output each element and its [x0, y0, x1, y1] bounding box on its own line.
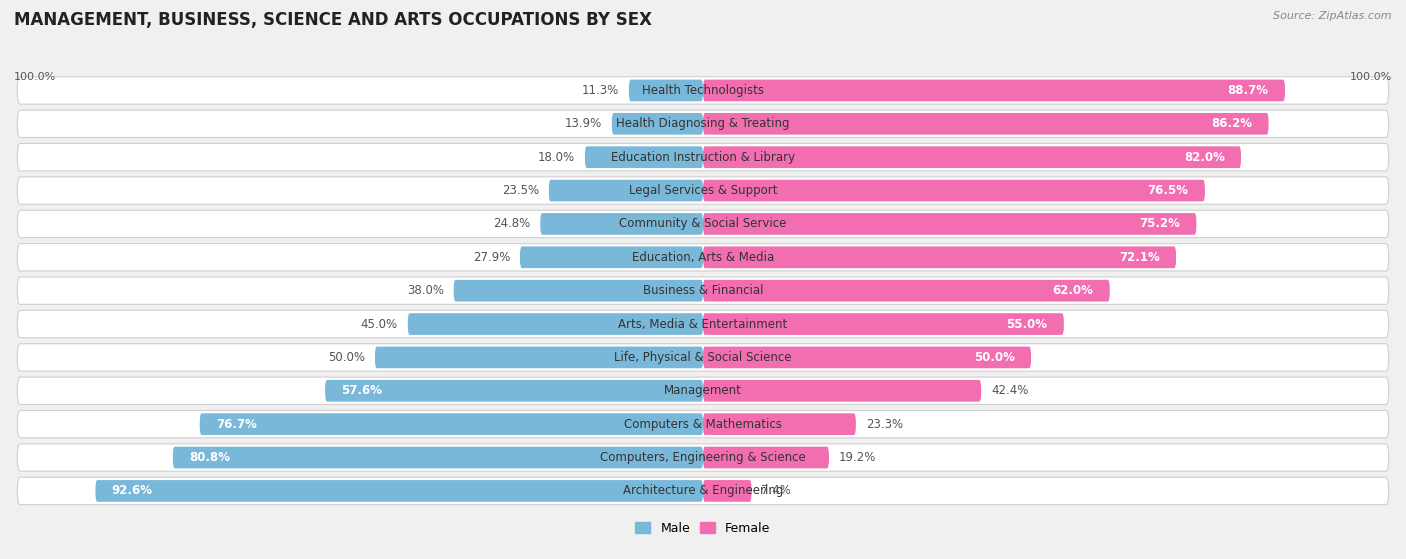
FancyBboxPatch shape	[703, 380, 981, 402]
Text: 75.2%: 75.2%	[1139, 217, 1180, 230]
FancyBboxPatch shape	[585, 146, 703, 168]
Text: 13.9%: 13.9%	[565, 117, 602, 130]
Text: Arts, Media & Entertainment: Arts, Media & Entertainment	[619, 318, 787, 330]
FancyBboxPatch shape	[17, 410, 1389, 438]
FancyBboxPatch shape	[703, 313, 1064, 335]
Text: 100.0%: 100.0%	[14, 72, 56, 82]
Text: 76.7%: 76.7%	[217, 418, 257, 430]
FancyBboxPatch shape	[325, 380, 703, 402]
Legend: Male, Female: Male, Female	[636, 522, 770, 535]
FancyBboxPatch shape	[703, 146, 1241, 168]
Text: Education Instruction & Library: Education Instruction & Library	[612, 151, 794, 164]
Text: 76.5%: 76.5%	[1147, 184, 1188, 197]
FancyBboxPatch shape	[703, 480, 752, 502]
Text: 19.2%: 19.2%	[839, 451, 876, 464]
Text: 27.9%: 27.9%	[472, 251, 510, 264]
FancyBboxPatch shape	[17, 244, 1389, 271]
FancyBboxPatch shape	[17, 444, 1389, 471]
FancyBboxPatch shape	[200, 413, 703, 435]
Text: MANAGEMENT, BUSINESS, SCIENCE AND ARTS OCCUPATIONS BY SEX: MANAGEMENT, BUSINESS, SCIENCE AND ARTS O…	[14, 11, 652, 29]
Text: Architecture & Engineering: Architecture & Engineering	[623, 485, 783, 498]
Text: Management: Management	[664, 384, 742, 397]
FancyBboxPatch shape	[17, 277, 1389, 304]
Text: 23.3%: 23.3%	[866, 418, 903, 430]
Text: 50.0%: 50.0%	[328, 351, 366, 364]
Text: 86.2%: 86.2%	[1211, 117, 1253, 130]
Text: Source: ZipAtlas.com: Source: ZipAtlas.com	[1274, 11, 1392, 21]
FancyBboxPatch shape	[703, 413, 856, 435]
Text: 82.0%: 82.0%	[1184, 151, 1225, 164]
Text: 80.8%: 80.8%	[190, 451, 231, 464]
FancyBboxPatch shape	[703, 113, 1268, 135]
Text: 45.0%: 45.0%	[361, 318, 398, 330]
FancyBboxPatch shape	[454, 280, 703, 301]
FancyBboxPatch shape	[703, 347, 1031, 368]
FancyBboxPatch shape	[548, 179, 703, 201]
FancyBboxPatch shape	[612, 113, 703, 135]
Text: Health Technologists: Health Technologists	[643, 84, 763, 97]
Text: 38.0%: 38.0%	[406, 284, 444, 297]
FancyBboxPatch shape	[628, 79, 703, 101]
Text: Computers & Mathematics: Computers & Mathematics	[624, 418, 782, 430]
FancyBboxPatch shape	[173, 447, 703, 468]
FancyBboxPatch shape	[17, 310, 1389, 338]
Text: 62.0%: 62.0%	[1053, 284, 1094, 297]
FancyBboxPatch shape	[17, 110, 1389, 138]
FancyBboxPatch shape	[520, 247, 703, 268]
Text: 100.0%: 100.0%	[1350, 72, 1392, 82]
Text: 42.4%: 42.4%	[991, 384, 1028, 397]
Text: Health Diagnosing & Treating: Health Diagnosing & Treating	[616, 117, 790, 130]
FancyBboxPatch shape	[540, 213, 703, 235]
Text: 57.6%: 57.6%	[342, 384, 382, 397]
Text: 11.3%: 11.3%	[582, 84, 619, 97]
FancyBboxPatch shape	[703, 280, 1109, 301]
Text: Computers, Engineering & Science: Computers, Engineering & Science	[600, 451, 806, 464]
Text: 24.8%: 24.8%	[494, 217, 530, 230]
FancyBboxPatch shape	[17, 177, 1389, 204]
FancyBboxPatch shape	[703, 213, 1197, 235]
Text: Legal Services & Support: Legal Services & Support	[628, 184, 778, 197]
FancyBboxPatch shape	[703, 179, 1205, 201]
Text: Education, Arts & Media: Education, Arts & Media	[631, 251, 775, 264]
Text: 50.0%: 50.0%	[974, 351, 1015, 364]
FancyBboxPatch shape	[375, 347, 703, 368]
FancyBboxPatch shape	[408, 313, 703, 335]
FancyBboxPatch shape	[17, 377, 1389, 405]
FancyBboxPatch shape	[17, 144, 1389, 171]
Text: Life, Physical & Social Science: Life, Physical & Social Science	[614, 351, 792, 364]
FancyBboxPatch shape	[703, 447, 830, 468]
FancyBboxPatch shape	[96, 480, 703, 502]
FancyBboxPatch shape	[17, 477, 1389, 505]
Text: 55.0%: 55.0%	[1007, 318, 1047, 330]
FancyBboxPatch shape	[17, 344, 1389, 371]
FancyBboxPatch shape	[703, 79, 1285, 101]
Text: Business & Financial: Business & Financial	[643, 284, 763, 297]
FancyBboxPatch shape	[703, 247, 1175, 268]
FancyBboxPatch shape	[17, 77, 1389, 104]
FancyBboxPatch shape	[17, 210, 1389, 238]
Text: 23.5%: 23.5%	[502, 184, 538, 197]
Text: 7.4%: 7.4%	[762, 485, 792, 498]
Text: 88.7%: 88.7%	[1227, 84, 1268, 97]
Text: 92.6%: 92.6%	[112, 485, 153, 498]
Text: Community & Social Service: Community & Social Service	[619, 217, 787, 230]
Text: 18.0%: 18.0%	[538, 151, 575, 164]
Text: 72.1%: 72.1%	[1119, 251, 1160, 264]
